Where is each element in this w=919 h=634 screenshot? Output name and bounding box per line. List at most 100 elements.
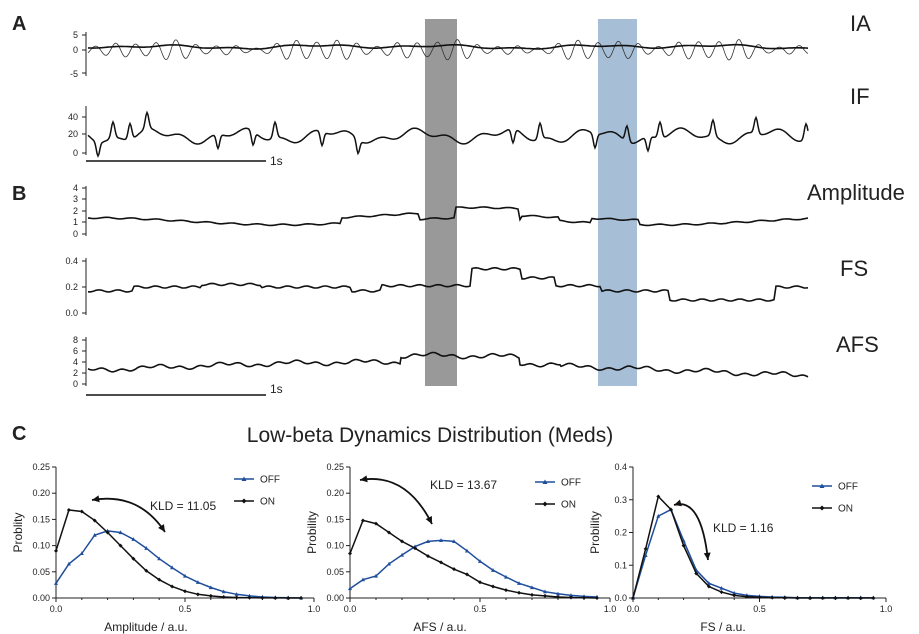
data-point-off <box>478 559 482 563</box>
panel-letter-c: C <box>12 423 26 445</box>
afs-tick-label-4: 4 <box>73 357 78 367</box>
data-point-on <box>387 530 391 535</box>
panel-letter-a: A <box>12 13 26 35</box>
data-point-off <box>643 553 648 558</box>
legend-label-on: ON <box>838 504 853 515</box>
y-axis-title: Probility <box>305 511 319 554</box>
x-tick-label: 0.0 <box>627 604 640 614</box>
data-point-on <box>770 595 775 600</box>
data-point-off <box>556 591 560 596</box>
legend-label-on: ON <box>561 500 576 511</box>
data-point-off <box>183 573 187 578</box>
data-point-off <box>92 532 97 537</box>
data-point-off <box>465 548 469 553</box>
amp-tick-label-4: 4 <box>73 183 78 193</box>
data-point-on <box>556 594 560 599</box>
data-point-on <box>439 560 443 565</box>
data-point-on <box>374 521 378 526</box>
data-point-off <box>426 539 430 544</box>
ia-tick-label-5: 5 <box>73 30 78 40</box>
afs-tick-label-2: 2 <box>73 368 78 378</box>
data-point-on <box>569 595 573 600</box>
legend-marker-off <box>241 476 247 481</box>
amp-tick-label-0: 0 <box>73 229 78 239</box>
data-point-off <box>195 580 200 584</box>
data-point-on <box>183 589 187 594</box>
if-tick-label-40: 40 <box>68 112 78 122</box>
data-point-off <box>719 585 724 590</box>
data-point-off <box>348 586 352 591</box>
if-tick-label-0: 0 <box>73 148 78 158</box>
data-point-on <box>820 596 825 600</box>
ia-trace-group: 5 0 -5 IA <box>70 11 871 79</box>
y-tick-label: 0.10 <box>326 541 344 551</box>
data-point-off <box>387 561 391 566</box>
x-tick-label: 0.0 <box>344 604 357 614</box>
legend-marker-on <box>542 501 548 507</box>
amp-tick-label-3: 3 <box>73 194 78 204</box>
data-point-off <box>118 530 123 535</box>
data-point-on <box>668 507 673 512</box>
data-point-on <box>144 568 149 573</box>
kld-arrow-head-left <box>360 475 368 483</box>
kld-arrow-head-left <box>92 495 100 503</box>
kld-arrow-head-right <box>425 516 432 524</box>
data-point-on <box>299 596 304 600</box>
afs-trace <box>87 351 809 378</box>
kld-arrow-curve <box>359 478 433 525</box>
amp-tick-label-1: 1 <box>73 217 78 227</box>
data-point-on <box>465 572 469 577</box>
data-point-on <box>413 546 417 551</box>
data-point-on <box>782 595 787 600</box>
data-point-on <box>157 577 162 582</box>
data-point-off <box>208 585 213 590</box>
afs-distribution-chart: 0.00 0.05 0.10 0.15 0.20 0.25 0.0 0.5 1.0 AFS / a… <box>305 462 616 634</box>
kld-arrow-head-right <box>158 524 165 532</box>
data-point-on <box>656 494 661 499</box>
series-line-off <box>55 530 302 599</box>
data-point-off <box>656 513 661 518</box>
x-tick-label: 1.0 <box>880 604 893 614</box>
amplitude-trace-group: 4 3 2 1 0 Amplitude <box>73 180 905 239</box>
data-point-on <box>66 507 71 512</box>
legend-marker-off <box>542 479 548 484</box>
y-tick-label: 0.20 <box>326 488 344 498</box>
data-point-on <box>286 596 291 600</box>
data-point-on <box>517 590 521 595</box>
kld-arrow-curve <box>91 497 166 533</box>
data-point-on <box>631 596 635 600</box>
x-axis-title: FS / a.u. <box>700 620 745 634</box>
y-tick-label: 0.3 <box>614 495 627 505</box>
series-line-on <box>349 519 598 599</box>
distribution-title: Low-beta Dynamics Distribution (Meds) <box>247 424 613 447</box>
data-point-off <box>439 538 443 542</box>
legend-label-off: OFF <box>561 478 581 489</box>
ia-tick-label-0: 0 <box>73 45 78 55</box>
data-point-on <box>105 530 110 535</box>
data-point-on <box>732 593 737 598</box>
amp-tick-label-2: 2 <box>73 206 78 216</box>
data-point-on <box>744 594 749 599</box>
fs-trace-group: 0.4 0.2 0.0 FS <box>65 256 868 318</box>
data-point-on <box>118 543 123 548</box>
data-point-on <box>92 518 97 523</box>
y-tick-label: 0.25 <box>326 462 344 472</box>
data-point-on <box>79 509 84 514</box>
data-point-off <box>569 593 573 597</box>
data-point-on <box>426 554 430 559</box>
kld-arrow-head-left <box>674 499 682 507</box>
y-tick-label: 0.0 <box>614 593 627 603</box>
data-point-on <box>504 588 508 593</box>
afs-tick-label-8: 8 <box>73 335 78 345</box>
fs-tick-label-00: 0.0 <box>65 308 78 318</box>
data-point-on <box>795 596 800 600</box>
data-point-on <box>530 592 534 597</box>
data-point-off <box>157 556 162 561</box>
y-axis-title: Probility <box>588 511 602 554</box>
kld-annotation: KLD = 11.05 <box>150 499 216 513</box>
data-point-off <box>504 574 508 579</box>
fs-label: FS <box>840 256 868 281</box>
data-point-on <box>491 584 495 589</box>
if-trace <box>87 110 809 158</box>
kld-arrow-head-right <box>703 552 711 560</box>
